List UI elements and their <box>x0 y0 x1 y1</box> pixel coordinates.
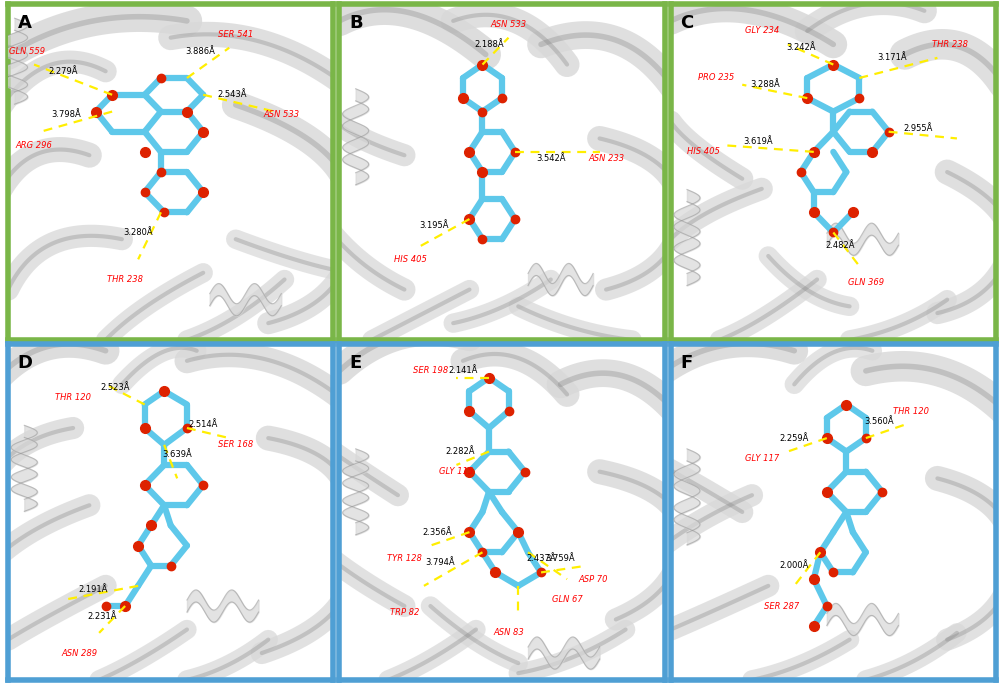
Text: 2.482Å: 2.482Å <box>824 241 854 250</box>
Text: TYR 128: TYR 128 <box>386 555 421 564</box>
Text: 2.231Å: 2.231Å <box>87 611 117 620</box>
Text: 3.560Å: 3.560Å <box>864 417 893 426</box>
Text: 3.794Å: 3.794Å <box>425 558 454 567</box>
Text: THR 238: THR 238 <box>107 275 143 284</box>
Text: 2.955Å: 2.955Å <box>903 124 932 133</box>
Text: SER 198: SER 198 <box>412 367 447 376</box>
Text: ARG 296: ARG 296 <box>16 141 52 150</box>
Text: E: E <box>349 354 361 372</box>
Text: 3.288Å: 3.288Å <box>749 80 779 89</box>
Text: THR 120: THR 120 <box>893 407 929 416</box>
Text: F: F <box>680 354 692 372</box>
Text: GLN 67: GLN 67 <box>551 595 582 604</box>
Text: 2.356Å: 2.356Å <box>421 527 451 537</box>
Text: 3.639Å: 3.639Å <box>162 450 192 460</box>
Text: 3.280Å: 3.280Å <box>123 228 152 237</box>
Text: THR 120: THR 120 <box>55 393 91 402</box>
Text: ASN 83: ASN 83 <box>492 629 524 637</box>
Text: SER 287: SER 287 <box>763 601 798 611</box>
Text: 2.000Å: 2.000Å <box>778 561 808 570</box>
Text: HIS 405: HIS 405 <box>394 255 427 264</box>
Text: B: B <box>349 14 362 32</box>
Text: 2.279Å: 2.279Å <box>48 67 78 76</box>
Text: 3.542Å: 3.542Å <box>536 154 565 163</box>
Text: 3.619Å: 3.619Å <box>743 137 772 146</box>
Text: PRO 235: PRO 235 <box>697 73 733 83</box>
Text: SER 168: SER 168 <box>218 440 253 449</box>
Text: GLN 369: GLN 369 <box>847 278 883 287</box>
Text: 2.543Å: 2.543Å <box>218 90 247 99</box>
Text: GLY 115: GLY 115 <box>439 467 473 476</box>
Text: GLY 234: GLY 234 <box>744 27 778 36</box>
Text: 2.188Å: 2.188Å <box>473 40 504 49</box>
Text: 3.171Å: 3.171Å <box>877 53 906 62</box>
Text: ASN 533: ASN 533 <box>263 110 299 120</box>
Text: 2.514Å: 2.514Å <box>189 420 218 429</box>
Text: 3.195Å: 3.195Å <box>418 221 448 231</box>
Text: ASN 533: ASN 533 <box>489 20 526 29</box>
Text: HIS 405: HIS 405 <box>686 147 719 157</box>
Text: D: D <box>18 354 33 372</box>
Text: 2.259Å: 2.259Å <box>778 434 808 443</box>
Text: 2.282Å: 2.282Å <box>444 447 474 456</box>
Text: 2.141Å: 2.141Å <box>447 367 477 376</box>
Text: ASN 289: ASN 289 <box>61 648 97 657</box>
Text: 3.242Å: 3.242Å <box>785 43 814 52</box>
Text: 2.437Å: 2.437Å <box>526 555 556 564</box>
Text: GLY 117: GLY 117 <box>744 453 778 463</box>
Text: 3.886Å: 3.886Å <box>185 47 215 55</box>
Text: 2.523Å: 2.523Å <box>100 383 130 392</box>
Text: SER 541: SER 541 <box>218 30 253 39</box>
Text: THR 238: THR 238 <box>932 40 968 49</box>
Text: C: C <box>680 14 693 32</box>
Text: A: A <box>18 14 32 32</box>
Text: TRP 82: TRP 82 <box>389 608 418 617</box>
Text: ASN 233: ASN 233 <box>588 154 624 163</box>
Text: 3.759Å: 3.759Å <box>546 555 575 564</box>
Text: ASP 70: ASP 70 <box>578 575 607 583</box>
Text: 3.798Å: 3.798Å <box>52 110 81 120</box>
Text: 2.191Å: 2.191Å <box>78 585 107 594</box>
Text: GLN 559: GLN 559 <box>9 47 45 55</box>
